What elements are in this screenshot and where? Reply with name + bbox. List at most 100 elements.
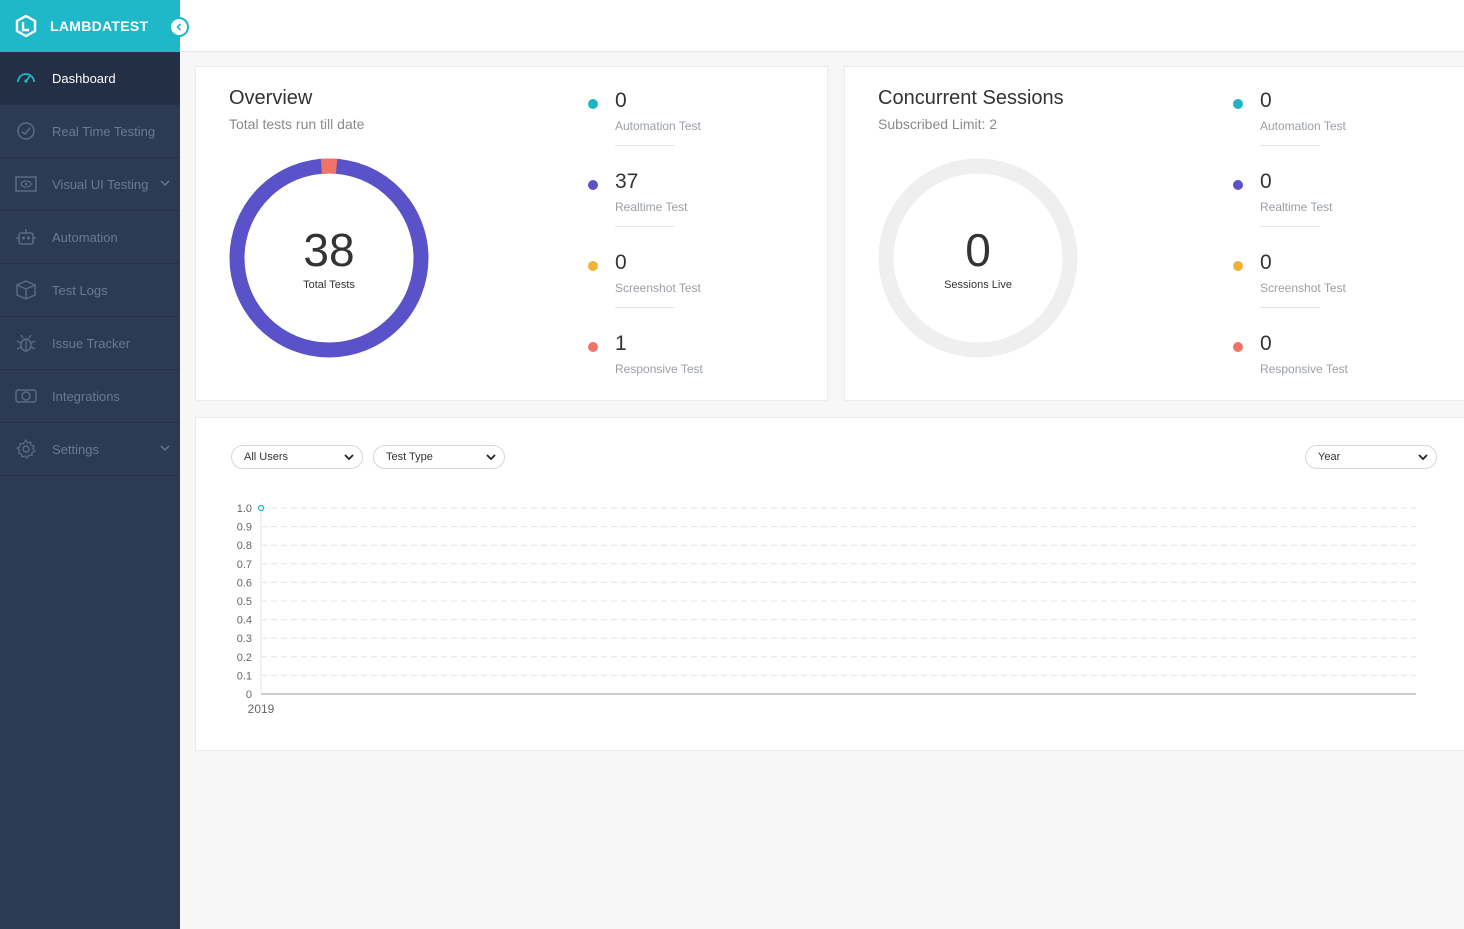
sessions-subtitle: Subscribed Limit: 2 — [878, 116, 998, 132]
legend-value: 37 — [615, 170, 639, 193]
legend-name: Screenshot Test — [1260, 281, 1346, 295]
y-tick-label: 0.3 — [237, 633, 252, 645]
sessions-title: Concurrent Sessions — [878, 87, 1064, 109]
sidebar-item-test-logs[interactable]: Test Logs — [0, 264, 180, 317]
divider — [615, 226, 675, 227]
y-tick-label: 0.7 — [237, 559, 252, 571]
overview-subtitle: Total tests run till date — [229, 116, 365, 132]
overview-donut-chart — [229, 158, 429, 358]
legend-value: 0 — [615, 251, 627, 274]
overview-title: Overview — [229, 87, 313, 109]
sidebar-item-issue-tracker[interactable]: Issue Tracker — [0, 317, 180, 370]
bug-icon — [14, 331, 38, 355]
divider — [1260, 226, 1320, 227]
legend-dot — [588, 180, 598, 190]
sidebar-item-visual-ui-testing[interactable]: Visual UI Testing — [0, 158, 180, 211]
x-tick-label: 2019 — [248, 702, 275, 716]
chevron-down-icon — [486, 454, 496, 461]
sidebar-item-label: Test Logs — [52, 282, 108, 298]
legend-value: 0 — [1260, 251, 1272, 274]
legend-name: Automation Test — [1260, 119, 1346, 133]
period-filter-value: Year — [1318, 451, 1341, 463]
legend-name: Automation Test — [615, 119, 701, 133]
legend-value: 0 — [1260, 170, 1272, 193]
legend-value: 1 — [615, 332, 627, 355]
users-filter-select[interactable]: All Users — [231, 445, 363, 469]
overview-donut-center: 38 Total Tests — [229, 227, 429, 291]
chevron-down-icon — [344, 454, 354, 461]
period-filter-select[interactable]: Year — [1305, 445, 1437, 469]
sessions-donut-chart — [878, 158, 1078, 358]
eye-screen-icon — [14, 172, 38, 196]
sidebar-item-dashboard[interactable]: Dashboard — [0, 52, 180, 105]
legend-name: Responsive Test — [615, 362, 703, 376]
sidebar-item-label: Integrations — [52, 388, 120, 404]
chevron-left-icon — [176, 23, 182, 31]
overview-card: Overview Total tests run till date 38 To… — [195, 66, 828, 401]
sidebar-item-label: Visual UI Testing — [52, 176, 149, 192]
sidebar-item-settings[interactable]: Settings — [0, 423, 180, 476]
y-tick-label: 0.2 — [237, 652, 252, 664]
y-tick-label: 0 — [246, 689, 252, 701]
legend-name: Responsive Test — [1260, 362, 1348, 376]
divider — [615, 307, 675, 308]
legend-dot — [1233, 180, 1243, 190]
divider — [615, 145, 675, 146]
legend-dot — [588, 99, 598, 109]
sidebar-item-real-time-testing[interactable]: Real Time Testing — [0, 105, 180, 158]
gear-icon — [14, 437, 38, 461]
y-tick-label: 0.6 — [237, 577, 252, 589]
clock-icon — [14, 119, 38, 143]
collapse-sidebar-button[interactable] — [169, 17, 189, 37]
data-point[interactable] — [257, 504, 265, 512]
sidebar-item-integrations[interactable]: Integrations — [0, 370, 180, 423]
legend-dot — [1233, 261, 1243, 271]
y-tick-label: 0.1 — [237, 670, 252, 682]
sidebar-item-label: Dashboard — [52, 70, 116, 86]
legend-value: 0 — [1260, 332, 1272, 355]
y-tick-label: 0.9 — [237, 522, 252, 534]
sidebar: LAMBDATEST Dashboard Real Time Testing V… — [0, 0, 189, 929]
lambdatest-logo-icon — [15, 14, 37, 38]
robot-icon — [14, 225, 38, 249]
legend-dot — [588, 342, 598, 352]
integrations-icon — [14, 384, 38, 408]
sidebar-item-label: Settings — [52, 441, 99, 457]
total-tests-count: 38 — [303, 224, 355, 276]
sessions-donut-ring — [878, 158, 1078, 358]
legend-dot — [588, 261, 598, 271]
chevron-down-icon — [160, 445, 170, 451]
legend-name: Realtime Test — [1260, 200, 1333, 214]
legend-dot — [1233, 342, 1243, 352]
sidebar-item-automation[interactable]: Automation — [0, 211, 180, 264]
box-icon — [14, 278, 38, 302]
y-tick-label: 0.8 — [237, 540, 252, 552]
sidebar-item-label: Issue Tracker — [52, 335, 131, 351]
total-tests-label: Total Tests — [303, 279, 355, 291]
test-type-filter-value: Test Type — [386, 451, 433, 463]
sidebar-item-label: Real Time Testing — [52, 123, 156, 139]
divider — [1260, 307, 1320, 308]
sessions-live-label: Sessions Live — [944, 279, 1012, 291]
legend-dot — [1233, 99, 1243, 109]
dashboard-gauge-icon — [14, 66, 38, 90]
divider — [1260, 145, 1320, 146]
y-tick-label: 0.4 — [237, 615, 252, 627]
brand-name: LAMBDATEST — [50, 18, 149, 34]
y-tick-label: 0.5 — [237, 596, 252, 608]
concurrent-sessions-card: Concurrent Sessions Subscribed Limit: 2 … — [844, 66, 1464, 401]
sessions-donut-center: 0 Sessions Live — [878, 227, 1078, 291]
legend-value: 0 — [1260, 89, 1272, 112]
sessions-live-count: 0 — [965, 224, 991, 276]
tests-line-chart: 0 0.1 0.2 0.3 0.4 0.5 0.6 0.7 0.8 0.9 1.0 2019 — [237, 503, 1416, 716]
chevron-down-icon — [1418, 454, 1428, 461]
brand-header[interactable]: LAMBDATEST — [0, 0, 180, 52]
chevron-down-icon — [160, 180, 170, 186]
sidebar-item-label: Automation — [52, 229, 118, 245]
legend-name: Realtime Test — [615, 200, 688, 214]
legend-value: 0 — [615, 89, 627, 112]
sidebar-nav: Dashboard Real Time Testing Visual UI Te… — [0, 52, 180, 476]
y-tick-label: 1.0 — [237, 503, 252, 515]
top-bar — [180, 0, 1464, 52]
test-type-filter-select[interactable]: Test Type — [373, 445, 505, 469]
